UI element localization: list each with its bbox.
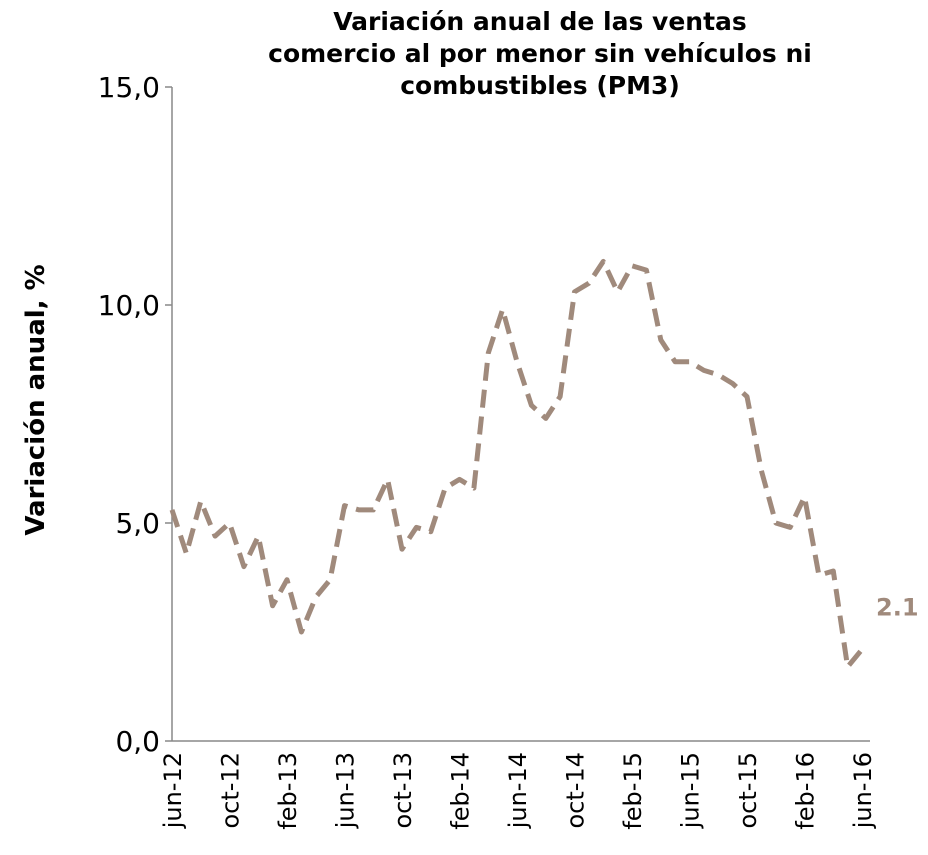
y-tick-label: 5,0 <box>115 507 160 540</box>
x-tick-label: oct-13 <box>389 752 417 829</box>
y-tick-label: 10,0 <box>98 289 160 322</box>
data-label: 2.1 <box>876 593 919 621</box>
x-tick-label: oct-12 <box>217 752 245 829</box>
x-tick-label: jun-13 <box>332 752 360 829</box>
y-tick-label: 0,0 <box>115 725 160 758</box>
y-tick-label: 15,0 <box>98 71 160 104</box>
x-tick-label: feb-14 <box>447 752 475 830</box>
x-tick-label: feb-15 <box>619 752 647 830</box>
chart-title: Variación anual de las ventas comercio al… <box>268 7 812 100</box>
x-tick-label: jun-12 <box>159 752 187 829</box>
x-tick-label: jun-15 <box>677 752 705 829</box>
y-axis-title: Variación anual, % <box>21 264 51 535</box>
data-line <box>169 258 864 670</box>
x-tick-label: oct-14 <box>562 752 590 829</box>
x-tick-label: feb-16 <box>792 752 820 830</box>
x-tick-label: oct-15 <box>734 752 762 829</box>
x-tick-label: jun-14 <box>504 752 532 829</box>
x-tick-label: jun-16 <box>849 752 877 829</box>
x-tick-label: feb-13 <box>274 752 302 830</box>
